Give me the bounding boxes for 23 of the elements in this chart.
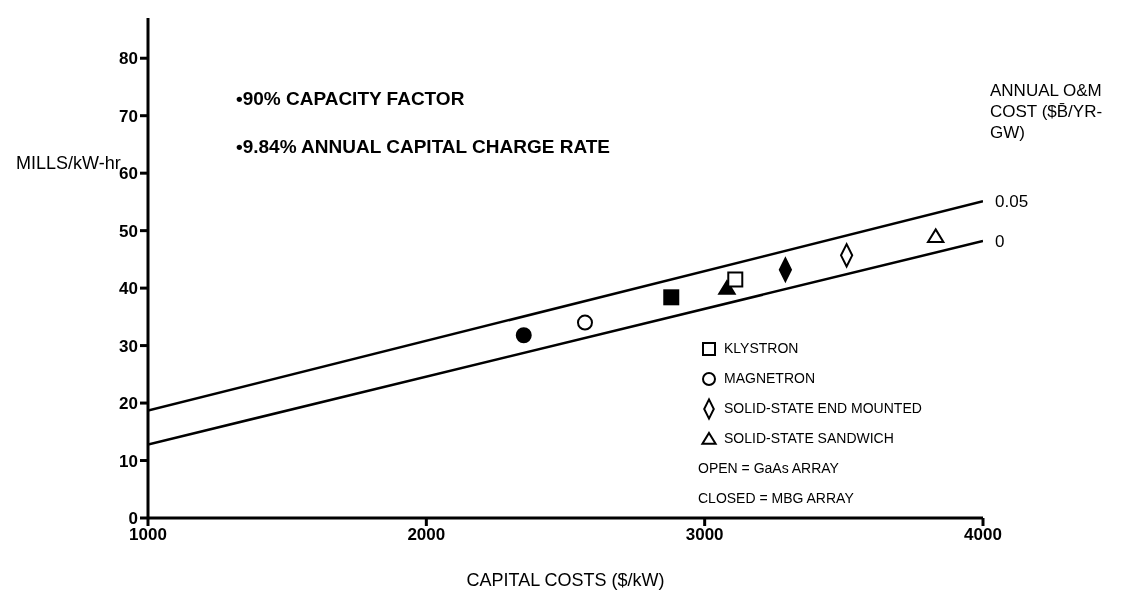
x-tick-label: 2000 bbox=[407, 525, 446, 545]
y-tick-label: 70 bbox=[119, 106, 138, 126]
y-tick-label: 20 bbox=[119, 394, 138, 414]
x-axis-title: CAPITAL COSTS ($/kW) bbox=[466, 570, 665, 590]
annotation: CLOSED = MBG ARRAY bbox=[698, 489, 855, 508]
y-tick-label: 10 bbox=[119, 451, 138, 471]
y-tick-label: 60 bbox=[119, 164, 138, 184]
annotation: •90% CAPACITY FACTOR bbox=[236, 88, 465, 110]
legend-title: ANNUAL O&M COST ($B̄/YR-GW) bbox=[990, 80, 1104, 143]
legend-label: MAGNETRON bbox=[724, 370, 815, 386]
y-tick-label: 40 bbox=[119, 279, 138, 299]
annotation: •9.84% ANNUAL CAPITAL CHARGE RATE bbox=[236, 136, 611, 158]
legend-label: SOLID-STATE END MOUNTED bbox=[724, 400, 922, 416]
x-tick-label: 4000 bbox=[964, 525, 1002, 545]
series-label: 0 bbox=[995, 231, 1005, 251]
legend-label: KLYSTRON bbox=[724, 340, 799, 356]
legend-label: SOLID-STATE SANDWICH bbox=[724, 430, 894, 446]
y-tick-label: 30 bbox=[119, 336, 138, 356]
y-tick-label: 50 bbox=[119, 221, 138, 241]
y-tick-label: 80 bbox=[119, 49, 138, 69]
x-tick-label: 3000 bbox=[685, 525, 724, 545]
annotation: OPEN = GaAs ARRAY bbox=[698, 459, 840, 478]
series-label: 0.05 bbox=[995, 192, 1029, 212]
